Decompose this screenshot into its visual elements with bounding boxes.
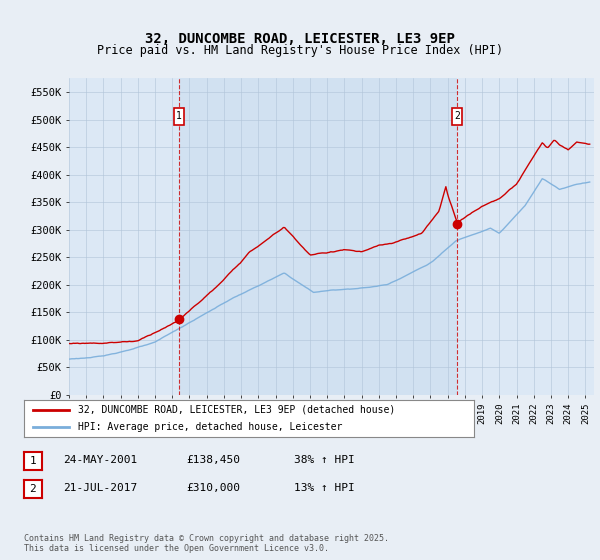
- Text: Price paid vs. HM Land Registry's House Price Index (HPI): Price paid vs. HM Land Registry's House …: [97, 44, 503, 57]
- Text: 21-JUL-2017: 21-JUL-2017: [63, 483, 137, 493]
- Text: 2: 2: [29, 484, 37, 494]
- Text: 32, DUNCOMBE ROAD, LEICESTER, LE3 9EP (detached house): 32, DUNCOMBE ROAD, LEICESTER, LE3 9EP (d…: [78, 404, 395, 414]
- Text: Contains HM Land Registry data © Crown copyright and database right 2025.
This d: Contains HM Land Registry data © Crown c…: [24, 534, 389, 553]
- Text: 13% ↑ HPI: 13% ↑ HPI: [294, 483, 355, 493]
- Text: 1: 1: [176, 111, 182, 122]
- Bar: [179, 78, 457, 395]
- Text: 24-MAY-2001: 24-MAY-2001: [63, 455, 137, 465]
- Text: £310,000: £310,000: [186, 483, 240, 493]
- FancyBboxPatch shape: [174, 108, 184, 125]
- FancyBboxPatch shape: [452, 108, 463, 125]
- Text: 2: 2: [454, 111, 460, 122]
- Text: 38% ↑ HPI: 38% ↑ HPI: [294, 455, 355, 465]
- Text: HPI: Average price, detached house, Leicester: HPI: Average price, detached house, Leic…: [78, 422, 343, 432]
- Text: 1: 1: [29, 456, 37, 466]
- Text: £138,450: £138,450: [186, 455, 240, 465]
- Text: 32, DUNCOMBE ROAD, LEICESTER, LE3 9EP: 32, DUNCOMBE ROAD, LEICESTER, LE3 9EP: [145, 32, 455, 46]
